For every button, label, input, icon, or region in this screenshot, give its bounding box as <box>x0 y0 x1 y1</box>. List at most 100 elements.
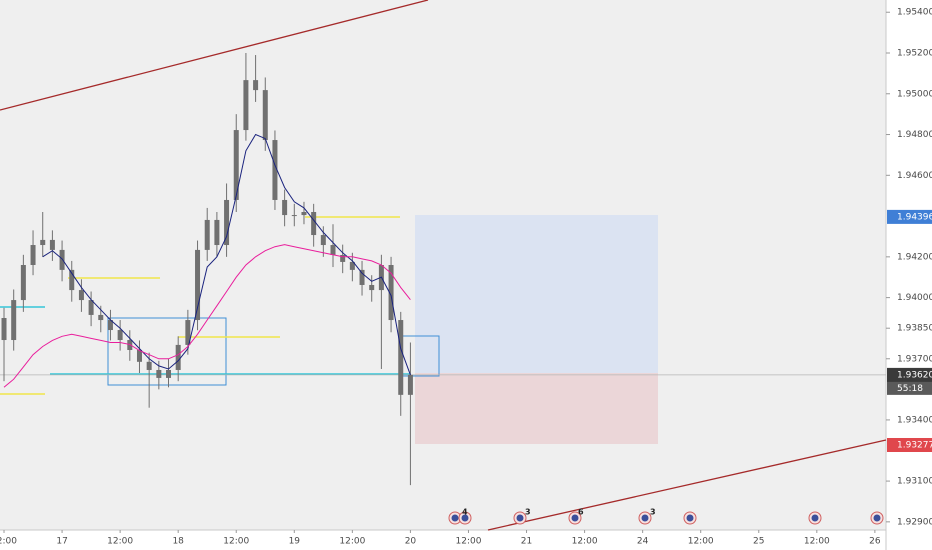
event-icon-core <box>811 514 819 522</box>
candle-body <box>204 219 210 250</box>
price-tag-box <box>887 209 932 224</box>
candle-body <box>88 300 94 315</box>
candle-body <box>320 235 326 246</box>
price-tag-label: 1.93620 <box>897 371 932 381</box>
price-tag: 1.93277 <box>887 437 932 452</box>
candle-body <box>291 215 297 217</box>
moving-average <box>3 244 411 388</box>
trend-line <box>0 0 429 111</box>
candle-body <box>49 239 55 250</box>
candle-body <box>349 261 355 270</box>
countdown: 55:18 <box>897 384 923 394</box>
candle-body <box>20 265 26 301</box>
candle-body <box>1 318 7 341</box>
event-icon-core <box>461 514 469 522</box>
x-tick-label: 21 <box>521 537 532 547</box>
event-icon-core <box>686 514 694 522</box>
candle-body <box>30 245 36 265</box>
candle-body <box>107 320 113 331</box>
plot <box>0 53 886 486</box>
zone-box <box>107 317 227 386</box>
candle-body <box>301 212 307 216</box>
candle-body <box>195 249 201 321</box>
candle-body <box>117 330 123 341</box>
y-tick-label: 1.94000 <box>897 293 932 303</box>
event-icon-core <box>516 514 524 522</box>
candle-body <box>262 90 268 141</box>
event-icon-core <box>571 514 579 522</box>
event-count: 6 <box>578 508 584 517</box>
countdown-box <box>887 381 932 395</box>
x-tick-label: 19 <box>289 537 301 547</box>
candle-body <box>40 239 46 246</box>
y-tick-label: 1.95200 <box>897 49 932 59</box>
candle-body <box>224 199 230 246</box>
y-tick-label: 1.93850 <box>897 324 932 334</box>
x-tick-label: 25 <box>753 537 764 547</box>
candle-body <box>340 255 346 262</box>
x-tick-label: 12:00 <box>688 537 714 547</box>
candle-body <box>185 320 191 345</box>
candle-body <box>59 249 65 270</box>
stop-zone <box>415 373 658 444</box>
price-tag-label: 1.94396 <box>897 212 932 222</box>
candle-body <box>98 314 104 321</box>
price-axis <box>886 0 932 550</box>
x-tick-label: 20 <box>405 537 417 547</box>
y-tick-label: 1.94200 <box>897 252 932 262</box>
candle-body <box>253 80 259 91</box>
candle-body <box>330 245 336 256</box>
event-icon-core <box>873 514 881 522</box>
candle-body <box>398 320 404 395</box>
x-tick-label: 12:00 <box>339 537 365 547</box>
candle-body <box>311 212 317 236</box>
y-tick-label: 1.94600 <box>897 171 932 181</box>
candle-body <box>136 350 142 362</box>
drawings <box>0 0 887 531</box>
y-tick-label: 1.93100 <box>897 477 932 487</box>
time-axis <box>0 530 886 550</box>
candle-body <box>175 344 181 370</box>
x-tick-label: 24 <box>637 537 649 547</box>
x-tick-label: 18 <box>172 537 184 547</box>
y-tick-label: 1.93700 <box>897 354 932 364</box>
trend-line <box>487 439 887 531</box>
event-count: 3 <box>650 508 656 517</box>
y-tick-label: 1.94800 <box>897 130 932 140</box>
price-tag: 1.93620 <box>887 368 932 383</box>
candle-body <box>407 374 413 395</box>
candle-body <box>156 369 162 378</box>
candle-body <box>243 80 249 131</box>
candle-body <box>388 265 394 321</box>
price-tag: 1.94396 <box>887 209 932 224</box>
price-tag-box <box>887 437 932 452</box>
x-tick-label: 26 <box>869 537 881 547</box>
target-zone <box>415 215 658 373</box>
x-tick-label: 12:00 <box>107 537 133 547</box>
candle-body <box>166 369 172 378</box>
candle-body <box>11 300 17 341</box>
candle-body <box>214 219 220 246</box>
candle-body <box>359 269 365 285</box>
y-tick-label: 1.95400 <box>897 8 932 18</box>
event-icon-core <box>451 514 459 522</box>
y-tick-label: 1.93400 <box>897 415 932 425</box>
candle-body <box>369 284 375 291</box>
event-icon-core <box>641 514 649 522</box>
moving-average <box>42 133 411 376</box>
candle-body <box>282 199 288 216</box>
event-count: 3 <box>525 508 531 517</box>
price-tag-box <box>887 368 932 383</box>
y-tick-label: 1.92900 <box>897 517 932 527</box>
x-tick-label: 12:00 <box>0 537 17 547</box>
x-tick-label: 12:00 <box>804 537 830 547</box>
x-tick-label: 12:00 <box>456 537 482 547</box>
event-count: 4 <box>462 508 468 517</box>
x-tick-label: 12:00 <box>223 537 249 547</box>
candle-body <box>146 361 152 370</box>
candle-body <box>69 269 75 291</box>
x-tick-label: 12:00 <box>572 537 598 547</box>
price-tag-label: 1.93277 <box>897 440 932 450</box>
